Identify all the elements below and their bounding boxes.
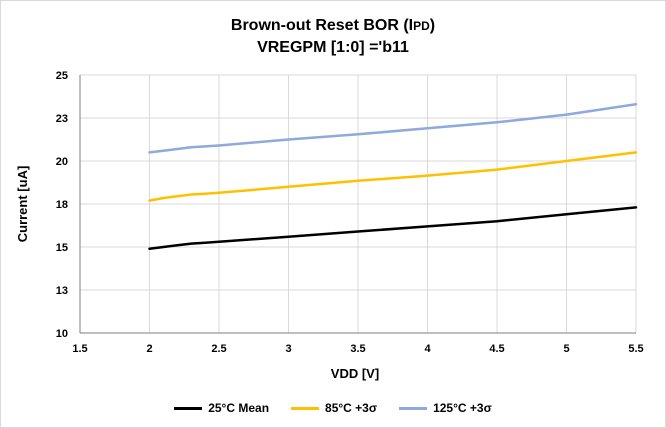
legend-label: 125°C +3σ — [433, 401, 492, 415]
y-tick-label: 10 — [56, 328, 68, 340]
series-line-3 — [148, 102, 638, 154]
legend-item-2: 85°C +3σ — [291, 401, 377, 415]
legend-label: 85°C +3σ — [325, 401, 378, 415]
axes — [79, 75, 636, 334]
legend-swatch — [399, 406, 428, 410]
x-tick-label: 3.5 — [350, 343, 365, 355]
series-lines — [148, 102, 638, 250]
tick-labels: 1.5 2 2.5 3 3.5 4 4.5 5 5.5 10 13 15 18 20 23 25 — [56, 70, 644, 355]
legend-swatch — [291, 406, 320, 410]
x-tick-label: 2 — [146, 343, 152, 355]
series-line-2 — [148, 151, 638, 202]
y-tick-label: 18 — [56, 199, 68, 211]
y-tick-label: 13 — [56, 285, 68, 297]
chart-legend: 25°C Mean 85°C +3σ 125°C +3σ — [0, 398, 666, 418]
legend-swatch — [174, 406, 203, 410]
chart-title-subscript: PD — [413, 19, 430, 33]
x-tick-label: 2.5 — [211, 343, 226, 355]
x-tick-label: 4.5 — [489, 343, 504, 355]
x-axis-label: VDD [V] — [331, 366, 379, 381]
x-tick-label: 1.5 — [72, 343, 87, 355]
legend-item-1: 25°C Mean — [174, 401, 269, 415]
x-tick-label: 3 — [285, 343, 291, 355]
y-tick-label: 20 — [56, 156, 68, 168]
x-tick-label: 4 — [424, 343, 431, 355]
series-line-1 — [148, 206, 638, 250]
y-tick-label: 23 — [56, 113, 68, 125]
chart-title-line1: Brown-out Reset BOR (IPD) — [0, 17, 666, 35]
legend-item-3: 125°C +3σ — [399, 401, 492, 415]
chart-title-main: Brown-out Reset BOR (I — [230, 17, 414, 34]
y-tick-label: 15 — [56, 242, 68, 254]
y-axis-label: Current [uA] — [15, 166, 30, 243]
y-tick-label: 25 — [56, 70, 68, 82]
x-tick-label: 5.5 — [628, 343, 643, 355]
chart-title-end: ) — [429, 17, 436, 34]
grid-lines — [80, 74, 637, 333]
x-tick-label: 5 — [563, 343, 569, 355]
legend-label: 25°C Mean — [208, 401, 270, 415]
chart-title-line2: VREGPM [1:0] ='b11 — [257, 39, 409, 56]
